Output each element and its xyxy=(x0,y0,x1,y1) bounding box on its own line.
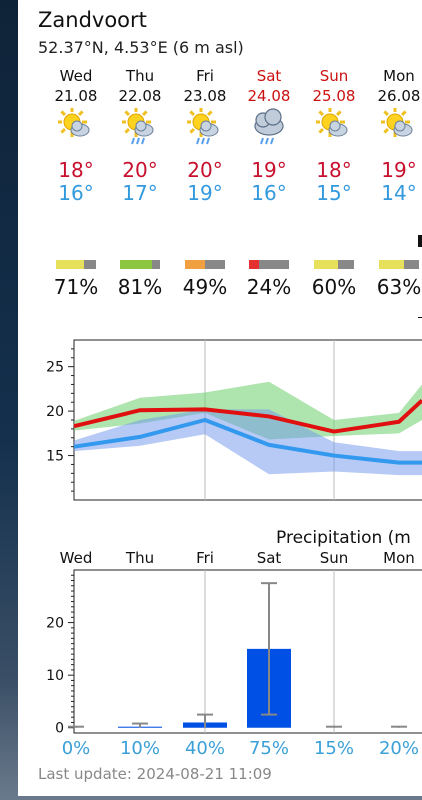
y-tick-label: 20 xyxy=(46,616,64,632)
sunshine-bar-fill xyxy=(56,260,85,269)
sunshine-bar-fill xyxy=(314,260,338,269)
min-temp: 19° xyxy=(187,181,223,205)
y-tick-label: 10 xyxy=(46,668,64,684)
sunshine-percent: 63% xyxy=(376,275,422,299)
day-name: Sat xyxy=(256,67,282,85)
sunshine-bar xyxy=(120,260,160,269)
min-temp: 15° xyxy=(316,181,352,205)
sun-cloud-rain-icon xyxy=(121,107,158,148)
day-name: Sun xyxy=(319,67,349,85)
sunshine-percent: 81% xyxy=(117,275,163,299)
y-tick-label: 25 xyxy=(46,360,64,376)
sunshine-bar xyxy=(185,260,225,269)
sunshine-percent: 49% xyxy=(182,275,228,299)
cloud-rain-icon xyxy=(251,108,287,148)
sunshine-bar-fill xyxy=(120,260,153,269)
day-name: Thu xyxy=(125,67,155,85)
day-date: 22.08 xyxy=(118,87,162,105)
day-name: Fri xyxy=(196,67,214,85)
precip-probability: 15% xyxy=(313,738,354,759)
precip-day-label: Mon xyxy=(383,549,415,567)
max-temp: 18° xyxy=(316,158,352,182)
sun-cloud-icon xyxy=(57,107,94,148)
precip-chart-title: Precipitation (m xyxy=(276,528,411,548)
sunshine-bar xyxy=(56,260,96,269)
y-tick-label: 0 xyxy=(55,721,64,737)
sunshine-bar-fill xyxy=(185,260,205,269)
precip-day-label: Fri xyxy=(196,549,214,567)
min-temp: 16° xyxy=(251,181,287,205)
y-tick-label: 15 xyxy=(46,449,64,465)
temp-series-line xyxy=(73,398,422,434)
day-name: Wed xyxy=(59,67,93,85)
min-temp: 17° xyxy=(122,181,158,205)
last-update: Last update: 2024-08-21 11:09 xyxy=(38,765,272,783)
day-date: 26.08 xyxy=(377,87,421,105)
day-date: 25.08 xyxy=(312,87,356,105)
sun-cloud-rain-icon xyxy=(186,107,223,148)
precipitation-chart: 0 10 20 xyxy=(46,569,422,737)
min-temp: 14° xyxy=(381,181,417,205)
sunshine-percent: 24% xyxy=(246,275,292,299)
min-temp: 16° xyxy=(58,181,94,205)
temperature-chart: 15 20 25 xyxy=(46,339,422,501)
cutoff-mark xyxy=(418,317,422,318)
sunshine-bar xyxy=(249,260,289,269)
location-coords: 52.37°N, 4.53°E (6 m asl) xyxy=(38,38,244,57)
day-date: 24.08 xyxy=(247,87,291,105)
max-temp: 19° xyxy=(381,158,417,182)
max-temp: 20° xyxy=(187,158,223,182)
temp-range-band xyxy=(74,409,422,476)
day-name: Mon xyxy=(383,67,415,85)
precip-day-label: Thu xyxy=(125,549,155,567)
location-name: Zandvoort xyxy=(38,8,147,32)
sun-cloud-icon xyxy=(380,107,417,148)
max-temp: 20° xyxy=(122,158,158,182)
precip-probability: 0% xyxy=(61,738,91,759)
precip-day-label: Wed xyxy=(59,549,93,567)
forecast-card: Zandvoort 52.37°N, 4.53°E (6 m asl) Wed 2… xyxy=(18,0,422,796)
day-date: 23.08 xyxy=(183,87,227,105)
precip-probability: 40% xyxy=(184,738,225,759)
sunshine-bar-fill xyxy=(249,260,259,269)
cutoff-mark xyxy=(418,235,422,247)
sunshine-bar xyxy=(379,260,419,269)
y-tick-label: 20 xyxy=(46,404,64,420)
day-date: 21.08 xyxy=(54,87,98,105)
precip-probability: 75% xyxy=(248,738,289,759)
sunshine-percent: 60% xyxy=(311,275,357,299)
sunshine-bar-fill xyxy=(379,260,405,269)
temp-series-line xyxy=(73,418,422,465)
max-temp: 19° xyxy=(251,158,287,182)
sun-cloud-icon xyxy=(315,107,352,148)
sunshine-percent: 71% xyxy=(53,275,99,299)
max-temp: 18° xyxy=(58,158,94,182)
precip-probability: 20% xyxy=(378,738,419,759)
precip-day-label: Sat xyxy=(256,549,282,567)
sunshine-bar xyxy=(314,260,354,269)
precip-day-label: Sun xyxy=(319,549,349,567)
precip-probability: 10% xyxy=(119,738,160,759)
